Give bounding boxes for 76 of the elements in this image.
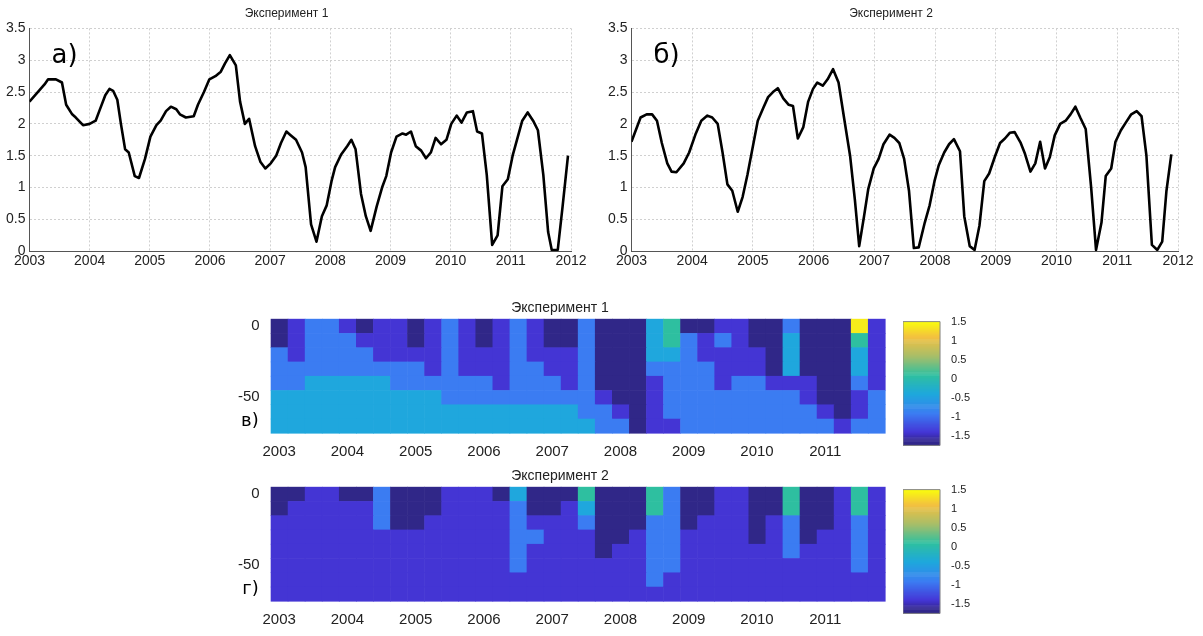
y-tick-label: 1.5 [607,146,628,163]
x-tick-label: 2008 [603,610,638,628]
annotation: б) [653,39,680,70]
x-tick-label: 2009 [672,442,706,460]
x-tick-label: 2005 [399,442,433,460]
x-tick-label: 2008 [603,442,638,460]
y-tick-label: 1.5 [5,146,26,163]
x-tick-label: 2006 [798,252,830,269]
color-bar-label: 0.5 [951,520,967,533]
x-tick-label: 2007 [535,442,569,460]
y-tick-label: 2 [619,114,628,131]
x-tick-label: 2008 [314,252,347,269]
text: г) [242,577,259,599]
x-tick-label: 2003 [262,610,296,628]
chart-title: Эксперимент 2 [849,5,934,20]
x-tick-label: 2004 [74,252,106,269]
x-tick-label: 2011 [809,610,842,628]
color-bar-label: -1.5 [951,428,971,441]
color-bar-label: -0.5 [951,558,971,571]
x-tick-label: 2009 [672,610,706,628]
x-tick-label: 2009 [980,252,1012,269]
x-tick-label: 2012 [555,252,587,269]
x-tick-label: 2004 [330,442,365,460]
x-tick-label: 2010 [1040,252,1073,269]
color-bar-label: 0 [951,539,958,552]
y-tick-label: 1 [619,178,628,195]
color-bar-label: -1.5 [951,596,971,609]
x-tick-label: 2006 [194,252,226,269]
x-tick-label: 2003 [262,442,296,460]
x-tick-label: 2009 [374,252,407,269]
color-bar-label: 1.5 [951,482,967,495]
x-tick-label: 2006 [467,442,501,460]
y-tick-label: 3 [619,51,628,68]
x-tick-label: 2010 [435,252,467,269]
y-tick-label: -50 [237,387,260,405]
x-tick-label: 2010 [740,610,774,628]
y-tick-label: 2 [17,114,26,131]
text: в) [241,409,259,431]
color-bar-label: 0 [951,371,958,384]
x-tick-label: 2006 [467,610,501,628]
x-tick-label: 2010 [740,442,774,460]
x-tick-label: 2011 [1102,252,1133,269]
y-tick-label: 2.5 [607,82,628,99]
x-tick-label: 2008 [919,252,951,269]
x-tick-label: 2007 [254,252,286,269]
y-tick-label: 3 [17,51,26,68]
x-tick-label: 2004 [330,610,365,628]
annotation: а) [51,39,78,70]
x-tick-label: 2004 [676,252,708,269]
x-tick-label: 2007 [858,252,891,269]
y-tick-label: -50 [237,555,260,573]
color-bar-label: 1 [951,333,958,346]
y-tick-label: 3.5 [607,19,628,36]
color-bar-label: -0.5 [951,390,971,403]
y-tick-label: 1 [17,178,26,195]
chart-title: Эксперимент 2 [511,467,609,484]
x-tick-label: 2012 [1162,252,1194,269]
x-tick-label: 2011 [495,252,527,269]
y-tick-label: 0.5 [5,210,26,227]
x-tick-label: 2005 [399,610,433,628]
x-tick-label: 2005 [737,252,769,269]
chart-title: Эксперимент 1 [244,5,329,20]
y-tick-label: 2.5 [5,82,26,99]
x-tick-label: 2011 [809,442,842,460]
color-bar-label: 0.5 [951,352,967,365]
y-tick-label: 0 [251,316,260,334]
color-bar-label: -1 [951,409,961,422]
x-tick-label: 2005 [134,252,166,269]
y-tick-label: 0.5 [607,210,628,227]
color-bar-label: -1 [951,577,961,590]
y-tick-label: 0 [251,484,260,502]
x-tick-label: 2007 [535,610,569,628]
color-bar-label: 1 [951,501,958,514]
chart-title: Эксперимент 1 [511,299,609,316]
y-tick-label: 3.5 [5,19,26,36]
color-bar-label: 1.5 [951,314,967,327]
